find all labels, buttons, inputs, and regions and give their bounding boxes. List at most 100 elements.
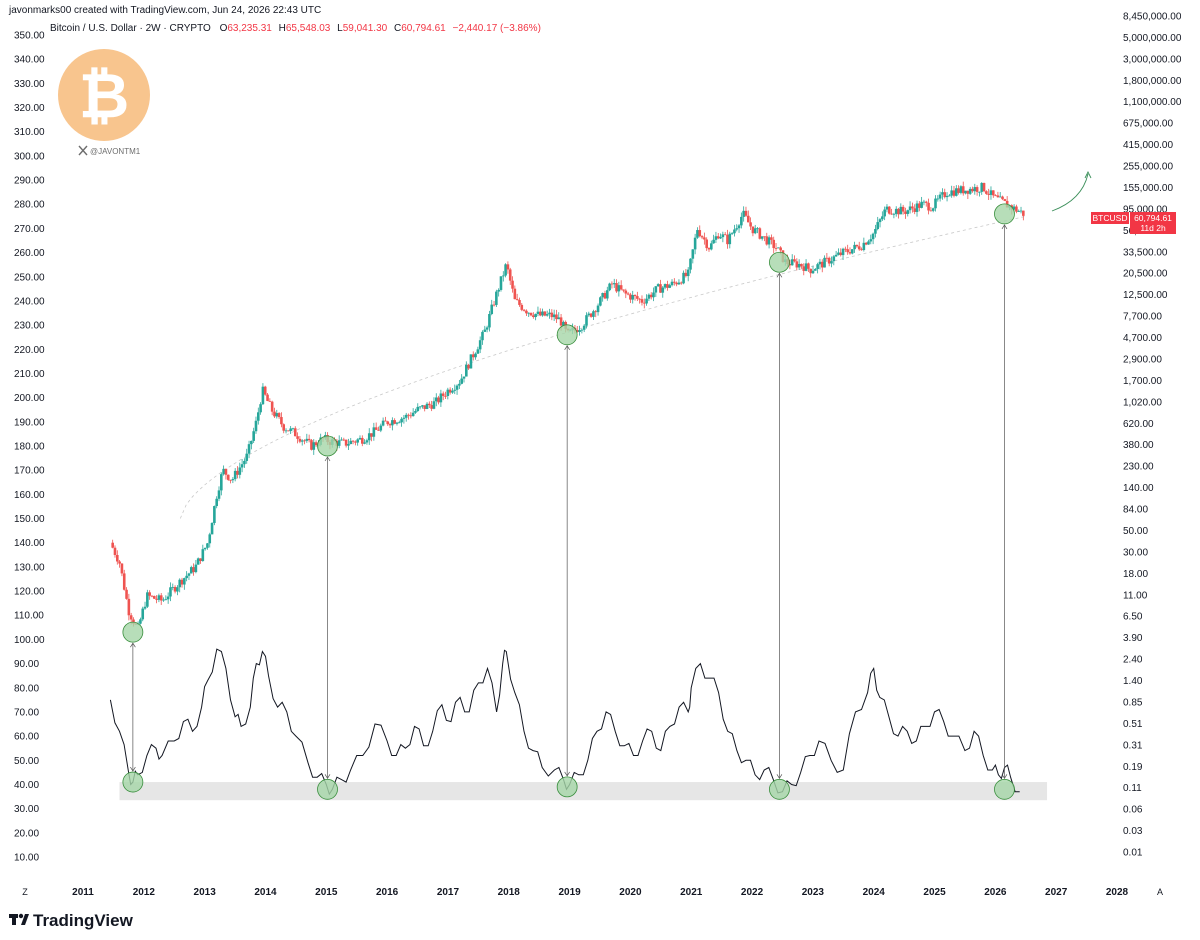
candle-body [869,239,873,242]
candle-body [955,188,958,196]
candle-body [832,256,836,262]
candle-body [765,236,769,245]
candle-body [901,206,905,212]
candle-body [973,187,977,192]
candle-body [857,246,861,250]
right-axis-tick: 84.00 [1123,505,1148,516]
candle-body [469,354,473,369]
candle-body [492,304,496,306]
candle-body [525,310,528,314]
candle-body [682,272,685,284]
ohlc-change: −2,440.17 (−3.86%) [453,23,541,34]
candle-body [545,314,549,316]
candle-body [578,330,581,333]
candle-body [839,252,843,256]
candle-body [552,314,556,318]
candle-body [194,564,198,573]
candle-body [767,237,771,245]
candle-body [1015,206,1018,212]
candle-body [929,210,933,212]
candle-body [132,619,135,624]
candle-body [938,194,942,199]
candle-body [365,440,369,443]
right-axis-tick: 155,000.00 [1123,183,1173,194]
right-axis-tick: 1,100,000.00 [1123,97,1182,108]
right-axis-tick: 415,000.00 [1123,140,1173,151]
candle-body [788,264,792,266]
left-axis-tick: 110.00 [14,611,44,622]
candle-body [924,201,928,203]
candle-body [915,203,919,212]
candle-body [994,195,997,197]
candle-body [957,188,960,193]
candle-body [252,431,255,441]
candle-body [922,201,926,203]
left-axis-tick: 10.00 [14,853,39,864]
candle-body [636,296,639,299]
candle-body [948,195,951,197]
candle-body [263,386,267,395]
price-cycle-marker [317,435,338,457]
candle-body [807,263,810,269]
candle-body [367,433,371,441]
candle-body [296,436,299,439]
candle-body [384,420,387,422]
candle-body [661,287,665,293]
candle-body [950,190,953,196]
candle-body [594,311,598,313]
left-axis-tick: 310.00 [14,127,45,138]
candle-body [830,261,833,264]
time-axis: 2011 2012 2013 2014 2015 2016 2017 2018 2019 2020… [72,887,1128,898]
left-axis-tick: 200.00 [14,393,45,404]
left-axis-tick: 80.00 [14,683,39,694]
candle-body [169,587,172,597]
candle-body [201,549,205,562]
candle-body [407,414,410,416]
candle-body [240,464,244,468]
left-axis-tick: 190.00 [14,417,45,428]
support-band-layer [119,782,1048,801]
candle-body [978,191,981,193]
price-tag-countdown: 11d 2h [1140,223,1166,233]
left-axis-tick: 250.00 [14,272,45,283]
candle-body [116,554,119,562]
candle-body [878,219,882,223]
left-axis: 350.00 340.00 330.00 320.00 310.00 300.00 290.… [14,31,45,864]
time-axis-label: 2019 [558,887,581,898]
candle-body [964,190,967,194]
candle-body [125,589,128,599]
candle-body [980,182,984,192]
candle-body [848,252,852,254]
candle-body [677,282,681,285]
left-axis-tick: 60.00 [14,732,39,743]
candle-body [287,430,290,432]
candle-body [659,284,662,293]
candle-body [850,249,854,254]
candle-body [666,284,669,288]
candle-body [388,424,392,426]
candle-body [867,241,870,245]
candle-body [971,188,974,192]
candle-body [605,290,609,299]
ohlc-low-key: L [337,23,343,34]
candle-body [259,404,262,413]
candle-body [837,252,840,255]
candle-body [1022,210,1025,216]
candle-body [520,304,524,310]
candle-body [245,453,249,461]
candle-body [416,406,420,412]
candle-body [733,229,736,234]
candle-body [887,206,891,214]
candle-body [499,276,503,290]
right-axis-tick: 30.00 [1123,547,1148,558]
candle-body [423,405,427,409]
cycle-arrows [130,224,1008,779]
candle-body [529,312,533,316]
candle-body [670,281,674,286]
candle-body [746,215,750,223]
price-tag-price: 60,794.61 [1134,213,1172,223]
candle-body [959,186,963,193]
left-axis-tick: 50.00 [14,756,39,767]
corner-label-left: Z [22,887,28,897]
oscillator-cycle-marker [556,776,578,798]
